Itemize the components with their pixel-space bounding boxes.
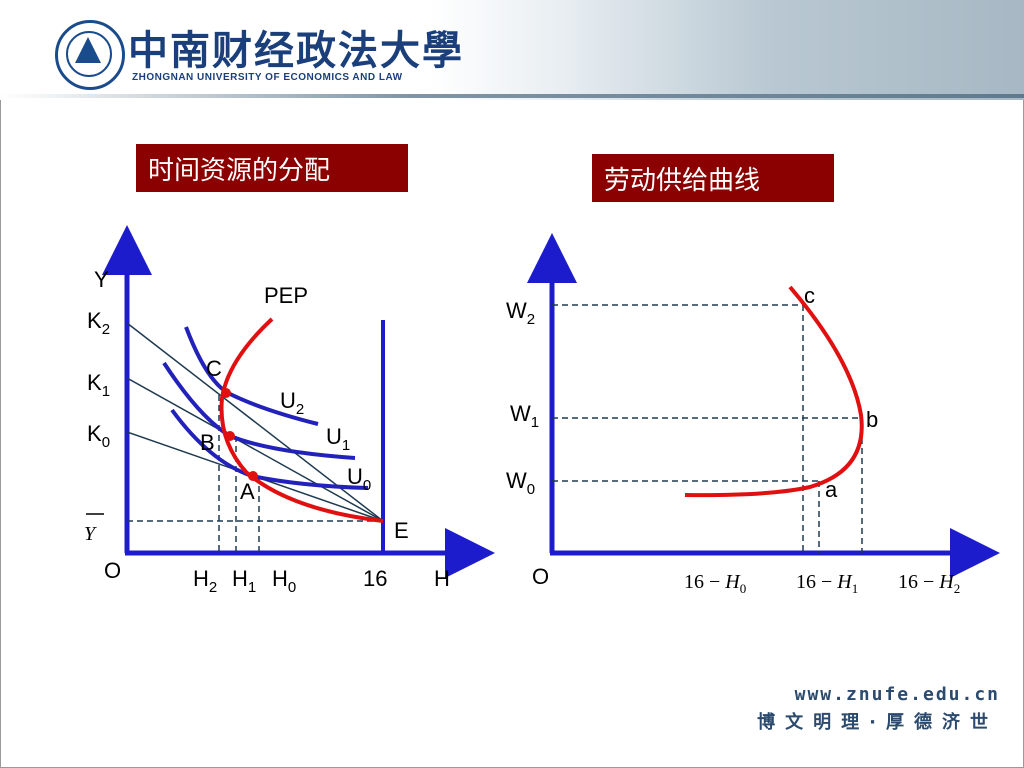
point-a-label: A <box>240 479 255 504</box>
right-origin-label: O <box>532 564 549 589</box>
budget-line-k1 <box>126 377 384 522</box>
k0-label: K0 <box>87 421 110 451</box>
point-a <box>248 471 258 481</box>
w0-label: W0 <box>506 468 535 498</box>
left-panel-title: 时间资源的分配 <box>136 144 408 192</box>
k2-label: K2 <box>87 308 110 338</box>
labor-supply-curve <box>684 285 864 498</box>
x-tick-16-h2: 16 − H2 <box>898 571 960 596</box>
w2-label: W2 <box>506 298 535 328</box>
budget-line-k2 <box>126 322 384 522</box>
right-graph: W2 W1 W0 c b a O 16 − H0 16 − H1 16 − H2 <box>506 233 1000 596</box>
left-x-axis-label: H <box>434 566 450 591</box>
point-a-lower-label: a <box>825 477 838 502</box>
point-c <box>221 388 231 398</box>
university-seal-logo <box>55 20 125 90</box>
footer-motto: 博文明理·厚德济世 <box>757 712 998 733</box>
x-tick-16-h1: 16 − H1 <box>796 571 858 596</box>
h0-label: H0 <box>272 566 296 596</box>
x-tick-16-h0: 16 − H0 <box>684 571 746 596</box>
point-b-lower-label: b <box>866 407 878 432</box>
header-divider <box>0 94 1024 98</box>
x-tick-16-label: 16 <box>363 566 387 591</box>
left-graph: Y PEP K2 K1 K0 Y C B A E U2 U1 U0 O H2 H… <box>84 225 495 596</box>
k1-label: K1 <box>87 370 110 400</box>
point-c-label: C <box>206 356 222 381</box>
footer-url: www.znufe.edu.cn <box>794 684 1000 705</box>
ybar-label: Y <box>84 523 97 545</box>
left-y-axis-label: Y <box>94 267 109 292</box>
point-b-label: B <box>200 430 215 455</box>
u0-label: U0 <box>347 464 371 494</box>
pep-label: PEP <box>264 283 308 308</box>
point-c-lower-label: c <box>804 283 815 308</box>
pep-curve <box>219 317 384 523</box>
university-name-cn: 中南财经政法大學 <box>128 27 464 74</box>
university-name-en: ZHONGNAN UNIVERSITY OF ECONOMICS AND LAW <box>132 72 403 83</box>
left-origin-label: O <box>104 558 121 583</box>
point-b <box>225 431 235 441</box>
u1-label: U1 <box>326 424 350 454</box>
right-panel-title: 劳动供给曲线 <box>592 154 834 202</box>
w1-label: W1 <box>510 401 539 431</box>
h2-label: H2 <box>193 566 217 596</box>
header-banner <box>0 0 1024 100</box>
point-e-label: E <box>394 518 409 543</box>
h1-label: H1 <box>232 566 256 596</box>
u2-label: U2 <box>280 388 304 418</box>
